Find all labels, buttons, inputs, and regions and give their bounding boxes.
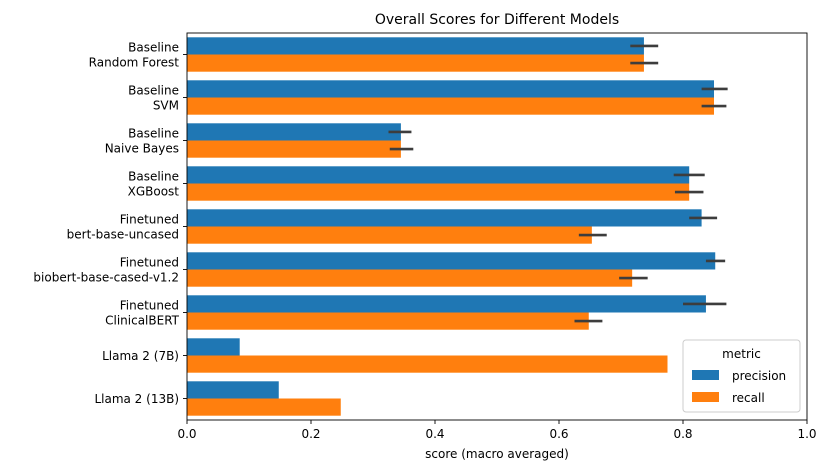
x-tick-label-3: 0.6: [549, 427, 568, 441]
bar-precision-2: [187, 123, 401, 141]
bar-recall-0: [187, 54, 644, 72]
y-tick-label-5-1: biobert-base-cased-v1.2: [33, 271, 179, 285]
legend-swatch-recall: [692, 392, 719, 402]
bar-recall-1: [187, 97, 714, 115]
bar-recall-3: [187, 183, 690, 201]
y-tick-label-1-1: SVM: [153, 99, 179, 113]
bar-precision-1: [187, 80, 714, 98]
x-axis-label: score (macro averaged): [425, 447, 569, 461]
bar-recall-6: [187, 312, 589, 330]
y-tick-label-4-0: Finetuned: [120, 213, 179, 227]
bar-precision-5: [187, 252, 716, 270]
legend: metric precision recall: [682, 339, 801, 413]
x-tick-label-4: 0.8: [673, 427, 692, 441]
bar-precision-8: [187, 381, 279, 399]
y-tick-label-0-0: Baseline: [128, 41, 179, 55]
y-tick-label-0-1: Random Forest: [89, 56, 180, 70]
y-tick-label-7-0: Llama 2 (7B): [102, 349, 179, 363]
y-tick-label-5-0: Finetuned: [120, 256, 179, 270]
bar-recall-2: [187, 140, 401, 158]
error-bars-group: [388, 44, 728, 323]
y-tick-label-3-1: XGBoost: [128, 185, 180, 199]
y-tick-label-6-0: Finetuned: [120, 299, 179, 313]
x-axis-ticks: 0.0 0.2 0.4 0.6 0.8 1.0: [177, 420, 817, 441]
legend-swatch-precision: [692, 370, 719, 380]
y-tick-label-1-0: Baseline: [128, 84, 179, 98]
bar-recall-7: [187, 355, 668, 373]
legend-title: metric: [722, 347, 761, 361]
x-tick-label-5: 1.0: [797, 427, 816, 441]
y-tick-label-2-1: Naive Bayes: [105, 142, 179, 156]
bar-precision-7: [187, 338, 240, 356]
y-tick-label-2-0: Baseline: [128, 127, 179, 141]
bar-precision-4: [187, 209, 702, 227]
bar-precision-0: [187, 37, 644, 55]
y-tick-label-3-0: Baseline: [128, 170, 179, 184]
bar-precision-6: [187, 295, 706, 313]
x-tick-label-2: 0.4: [425, 427, 444, 441]
bar-precision-3: [187, 166, 690, 184]
bar-recall-4: [187, 226, 592, 244]
x-tick-label-0: 0.0: [177, 427, 196, 441]
y-tick-label-4-1: bert-base-uncased: [67, 228, 179, 242]
y-tick-label-6-1: ClinicalBERT: [105, 314, 180, 328]
legend-label-precision: precision: [732, 369, 786, 383]
y-tick-label-8-0: Llama 2 (13B): [94, 392, 179, 406]
chart-title: Overall Scores for Different Models: [375, 12, 619, 28]
x-tick-label-1: 0.2: [301, 427, 320, 441]
bar-recall-8: [187, 398, 341, 416]
bars-group: [187, 37, 716, 416]
bar-recall-5: [187, 269, 633, 287]
legend-label-recall: recall: [732, 391, 765, 405]
